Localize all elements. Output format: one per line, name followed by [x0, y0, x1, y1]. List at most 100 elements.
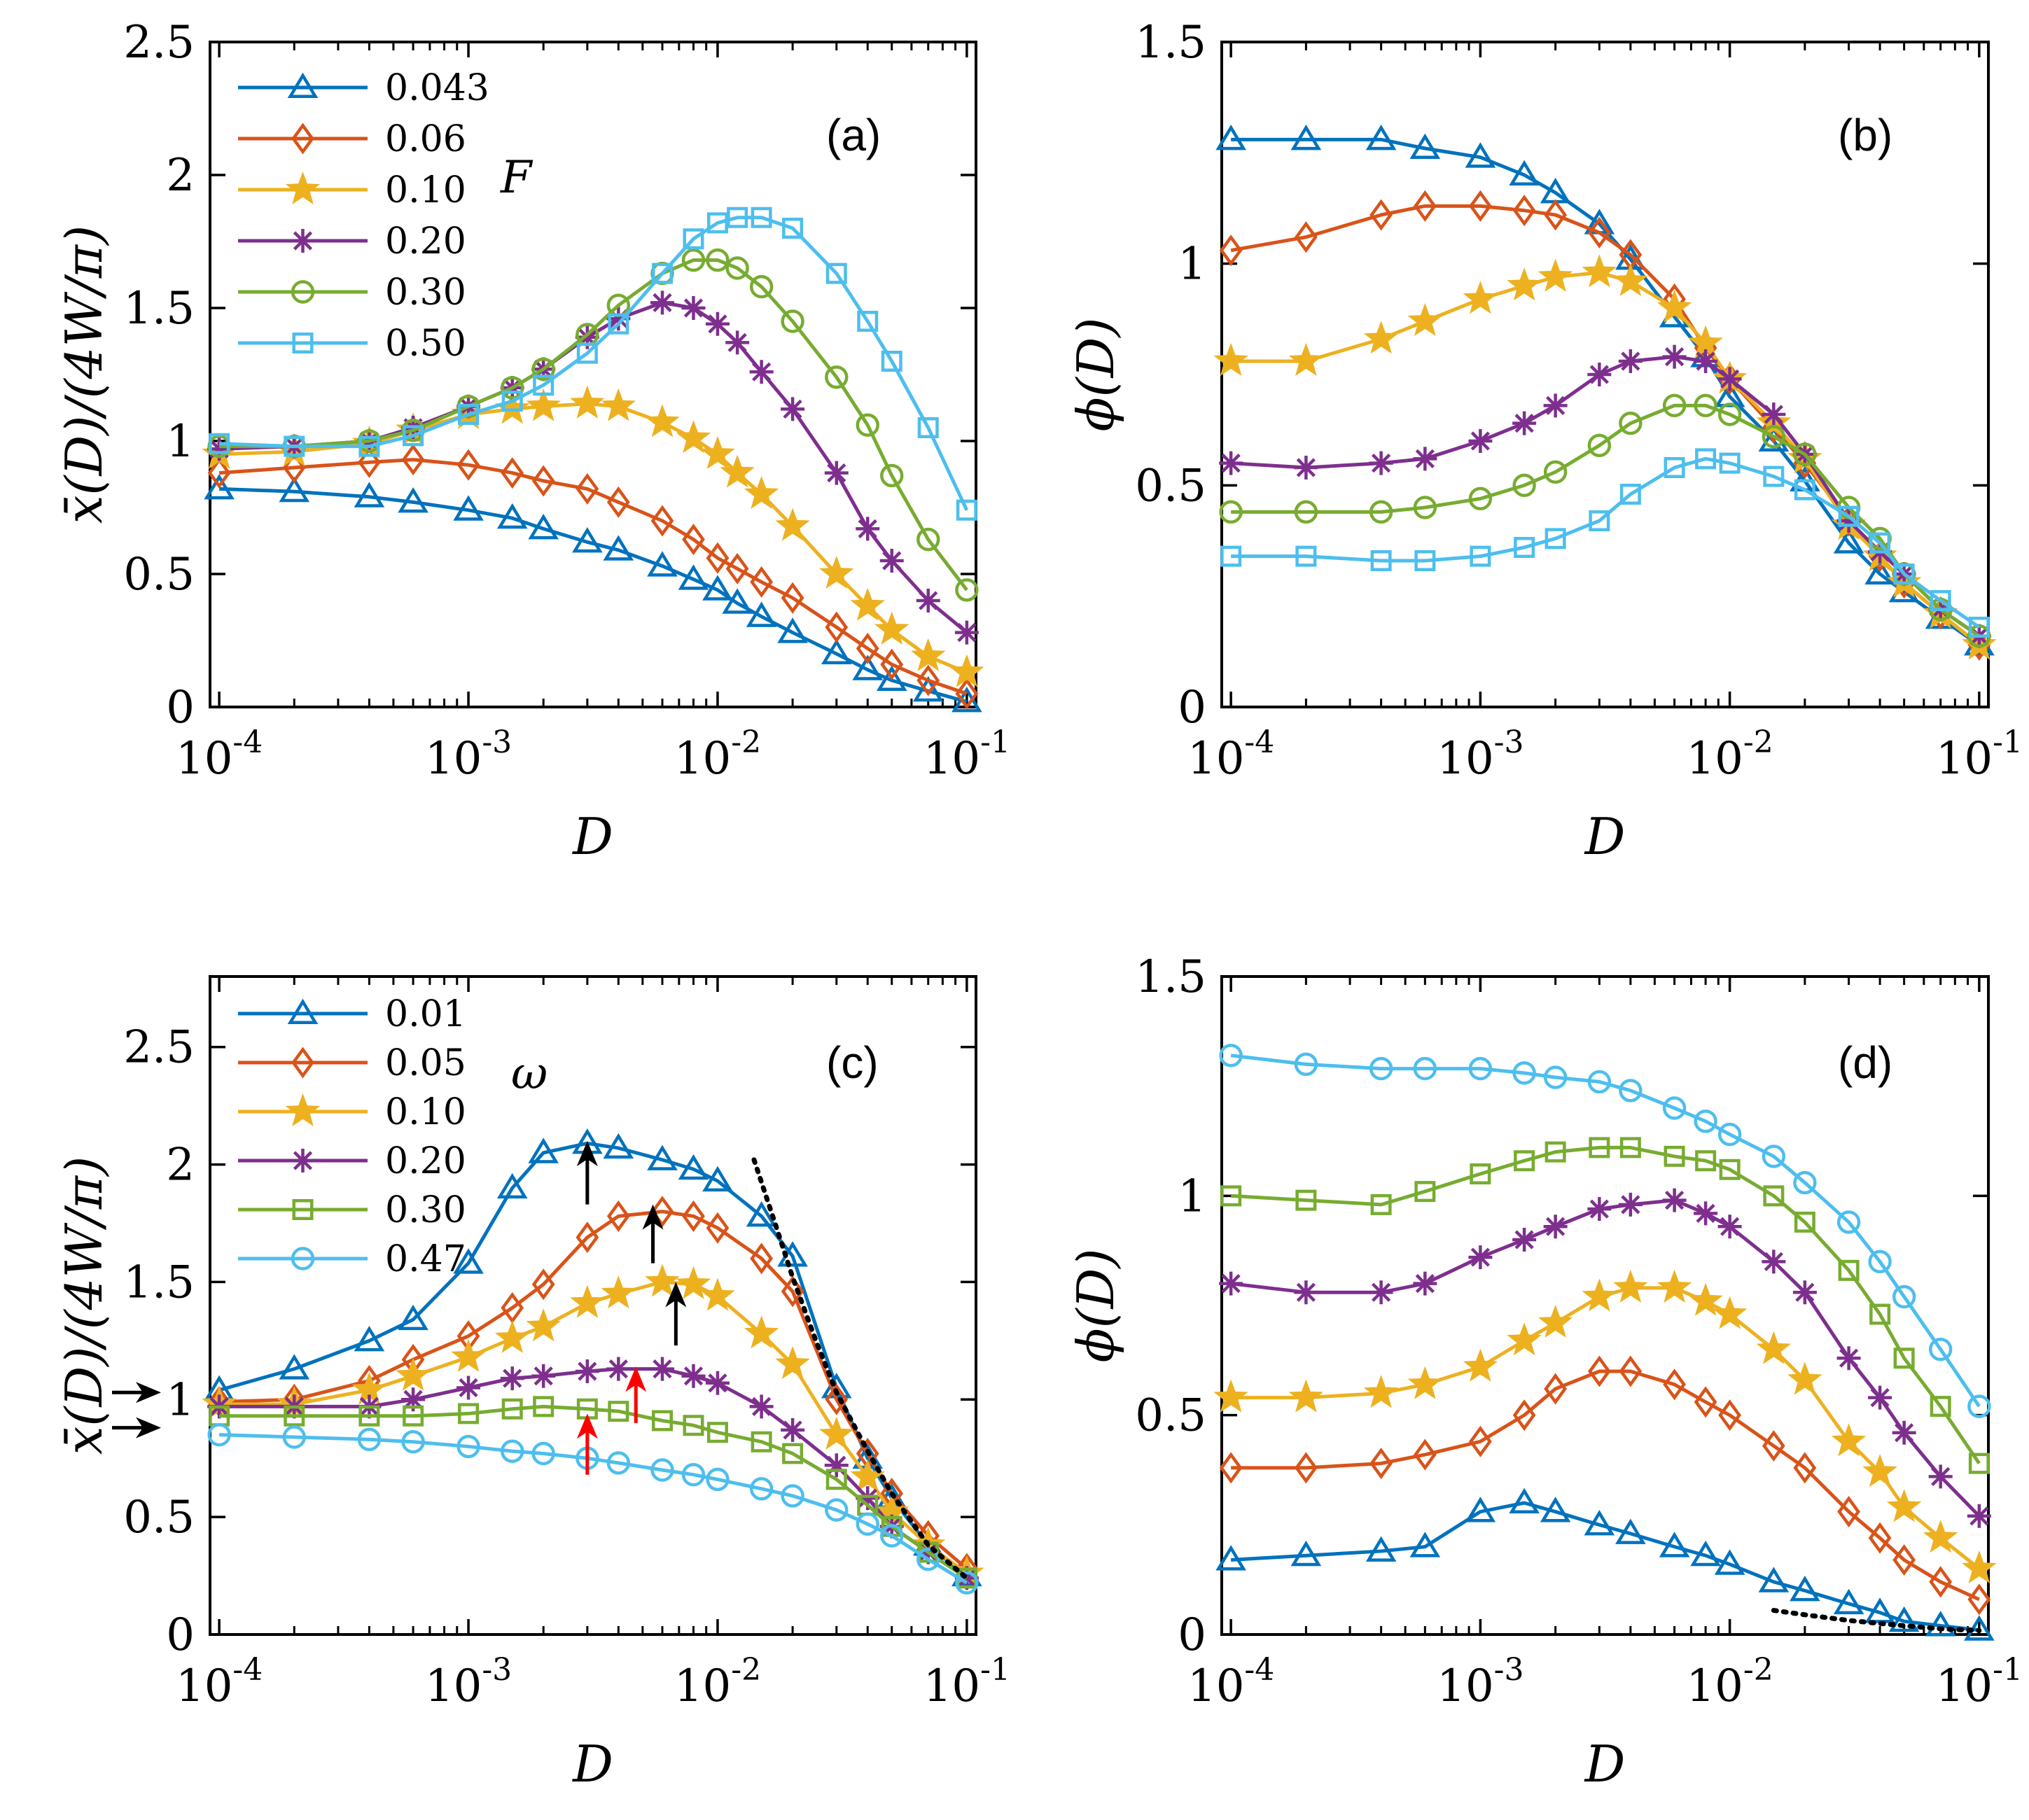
y-axis-label: x̄(D)/(4W/π): [55, 1156, 113, 1455]
series-line: [219, 300, 968, 634]
data-point: [782, 218, 804, 239]
data-point: [1369, 451, 1393, 475]
legend-marker: [291, 229, 315, 253]
data-point: [501, 1398, 523, 1420]
series-0.50: [209, 206, 977, 521]
x-tick-label: 10-2: [1686, 1652, 1773, 1712]
data-point: [857, 1494, 879, 1516]
data-point: [576, 1222, 599, 1254]
data-point: [1794, 479, 1815, 500]
data-point: [606, 486, 630, 518]
data-point: [1514, 1150, 1535, 1172]
data-point: [706, 542, 730, 574]
data-point: [1363, 321, 1399, 354]
data-point: [917, 417, 939, 438]
data-point: [676, 420, 711, 454]
data-point: [1215, 124, 1246, 150]
data-point: [956, 499, 977, 521]
data-point: [1615, 1518, 1646, 1544]
data-point: [1690, 1540, 1721, 1567]
y-tick-label: 1.5: [123, 283, 195, 335]
y-axis-label: ϕ(D): [1066, 318, 1125, 432]
panel-label: (d): [1838, 1037, 1892, 1088]
data-point: [1962, 1550, 1997, 1584]
data-point: [1363, 1375, 1399, 1408]
x-tick-label: 10-2: [1686, 724, 1773, 785]
data-point: [458, 404, 480, 425]
legend: 0.043 0.06 0.10 0.20 0.30 0.50 F: [238, 67, 534, 365]
series-0.10: [1213, 254, 1997, 660]
x-tick-label: 10-3: [1437, 1652, 1524, 1712]
data-point: [1213, 342, 1248, 377]
annotation-arrow-head: [136, 1382, 161, 1404]
data-point: [1512, 1228, 1537, 1252]
data-point: [856, 413, 879, 437]
series-0.30: [1219, 393, 1991, 648]
data-point: [1544, 1373, 1568, 1405]
data-point: [1831, 1423, 1867, 1457]
data-point: [1582, 254, 1617, 288]
data-point: [1664, 457, 1685, 478]
data-point: [702, 575, 733, 601]
series-line: [1231, 403, 1981, 638]
data-point: [1512, 411, 1537, 435]
data-point: [722, 588, 753, 614]
data-point: [606, 1451, 631, 1475]
data-point: [1369, 1280, 1393, 1305]
x-axis-label: D: [571, 807, 613, 866]
y-tick-label: 0: [166, 1609, 195, 1661]
data-point: [1967, 1394, 1991, 1418]
legend-marker: [292, 1199, 314, 1220]
data-point: [782, 1443, 804, 1464]
data-point: [1463, 281, 1498, 314]
data-point: [403, 1405, 424, 1427]
data-point: [880, 463, 904, 488]
data-point: [1619, 1137, 1641, 1158]
y-tick-label: 2: [166, 150, 195, 202]
legend-entry: 0.10: [385, 169, 466, 211]
data-point: [1836, 509, 1861, 533]
series-0.20: [207, 1357, 979, 1590]
y-axis-label: ϕ(D): [1066, 1249, 1125, 1363]
data-point: [746, 601, 777, 627]
x-tick-label: 10-4: [176, 724, 263, 785]
data-point: [1613, 1269, 1648, 1303]
annotation-arrow-head: [576, 1141, 598, 1166]
data-point: [1657, 289, 1692, 323]
series-0.20: [1219, 344, 1991, 648]
data-point: [1619, 1079, 1643, 1102]
series-0.05: [207, 1196, 979, 1585]
series-0.30: [209, 1396, 977, 1589]
data-point: [1369, 1056, 1393, 1081]
series-line: [219, 1404, 968, 1580]
data-point: [955, 578, 979, 602]
data-point: [1694, 349, 1718, 373]
data-point: [678, 1154, 709, 1180]
data-point: [1470, 545, 1491, 567]
data-point: [1662, 1096, 1687, 1120]
dotted-fit-curve: [751, 1157, 970, 1581]
x-tick-label: 10-2: [674, 1652, 761, 1712]
legend-marker: [291, 122, 314, 155]
data-point: [1468, 1425, 1492, 1457]
data-point: [706, 248, 730, 272]
dotted-fit-curve: [1771, 1608, 1982, 1633]
data-point: [1295, 545, 1317, 567]
legend-marker: [287, 72, 319, 98]
data-point: [781, 309, 804, 333]
series-0.06: [1219, 190, 1991, 661]
data-point: [1589, 1137, 1610, 1158]
data-point: [880, 1524, 904, 1548]
data-point: [1836, 1210, 1861, 1234]
data-point: [1868, 1385, 1892, 1410]
legend-entry: 0.30: [385, 1189, 466, 1231]
x-tick-label: 10-1: [1936, 724, 2023, 785]
data-point: [1587, 363, 1612, 386]
y-tick-label: 2: [166, 1140, 195, 1191]
series-line: [219, 1433, 968, 1585]
annotation-arrow-head: [576, 1413, 598, 1439]
data-point: [725, 330, 750, 355]
data-point: [403, 425, 424, 447]
x-tick-label: 10-1: [923, 1652, 1010, 1712]
data-point: [744, 475, 779, 510]
